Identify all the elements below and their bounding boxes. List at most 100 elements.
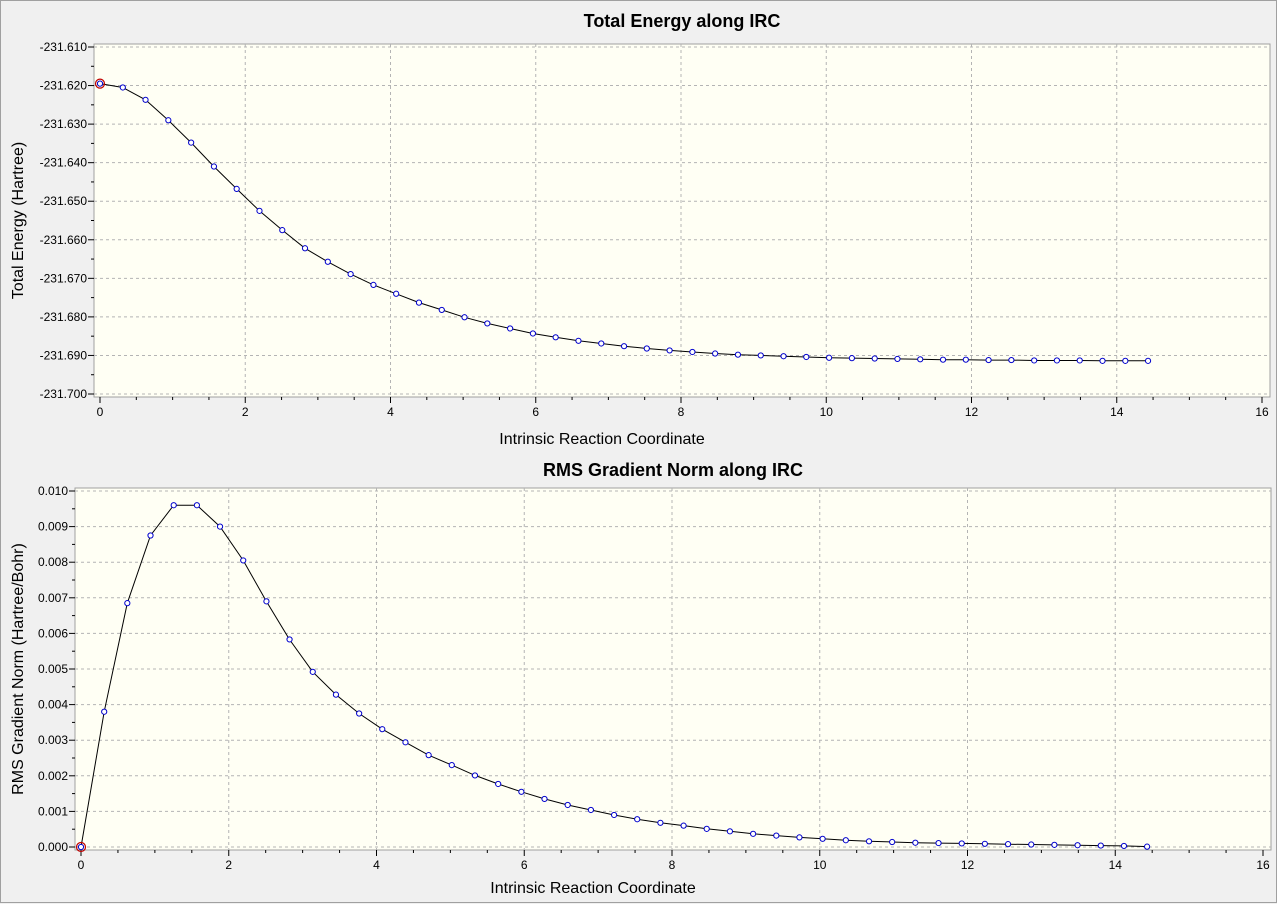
data-point xyxy=(657,819,664,826)
x-tick-label: 8 xyxy=(669,858,676,872)
y-tick-label: 0.009 xyxy=(38,520,68,534)
data-point xyxy=(726,828,734,835)
data-point xyxy=(233,185,240,192)
data-point xyxy=(507,325,514,332)
data-point xyxy=(819,835,826,842)
data-point xyxy=(124,600,131,607)
data-point xyxy=(587,806,594,814)
data-point xyxy=(370,281,377,288)
data-point xyxy=(1097,842,1104,849)
data-point xyxy=(77,843,85,851)
data-point xyxy=(210,163,218,170)
x-tick-label: 4 xyxy=(387,405,394,419)
data-point xyxy=(575,337,582,344)
x-tick-label: 8 xyxy=(678,405,685,419)
y-tick-label: 0.007 xyxy=(38,591,68,605)
data-point xyxy=(101,708,108,715)
data-point xyxy=(529,330,537,337)
data-point xyxy=(484,320,491,327)
data-point xyxy=(142,96,149,103)
x-tick-label: 10 xyxy=(820,405,834,419)
data-point xyxy=(712,350,719,357)
chart-title: RMS Gradient Norm along IRC xyxy=(543,460,803,480)
plot-area xyxy=(93,43,1271,398)
data-point xyxy=(1051,841,1058,848)
data-point xyxy=(448,762,455,769)
x-tick-label: 0 xyxy=(97,405,104,419)
data-point xyxy=(620,343,628,350)
data-point xyxy=(865,838,873,845)
x-tick-label: 10 xyxy=(813,858,827,872)
data-point xyxy=(848,355,855,362)
data-point xyxy=(734,351,742,358)
data-point xyxy=(939,356,947,363)
data-point xyxy=(193,502,201,509)
y-tick-label: 0.004 xyxy=(38,698,68,712)
data-point xyxy=(803,353,810,361)
y-tick-label: -231.630 xyxy=(40,117,88,131)
y-tick-label: 0.005 xyxy=(38,662,68,676)
y-tick-label: -231.610 xyxy=(40,40,88,54)
data-point xyxy=(96,80,104,87)
data-point xyxy=(332,691,340,698)
x-tick-label: 6 xyxy=(532,405,539,419)
data-point xyxy=(552,334,559,341)
rms-gradient-chart: RMS Gradient Norm along IRC 0 2 4 6 8 10 12 14 16… xyxy=(10,460,1272,897)
y-tick-label: 0.006 xyxy=(38,626,68,640)
chart-title: Total Energy along IRC xyxy=(584,11,781,31)
data-point xyxy=(1076,357,1083,364)
current-point-marker xyxy=(75,841,87,853)
data-point xyxy=(1053,357,1061,364)
data-point xyxy=(347,270,354,278)
current-point-marker xyxy=(94,78,106,89)
data-point xyxy=(495,780,502,788)
x-axis-label: Intrinsic Reaction Coordinate xyxy=(499,431,705,448)
data-point xyxy=(958,840,965,847)
data-point xyxy=(393,290,400,297)
data-point xyxy=(1143,843,1151,850)
x-axis-label: Intrinsic Reaction Coordinate xyxy=(490,880,696,897)
x-tick-label: 4 xyxy=(373,858,380,872)
y-axis-label: RMS Gradient Norm (Hartree/Bohr) xyxy=(10,543,27,795)
data-point xyxy=(286,636,293,643)
data-point xyxy=(438,306,445,314)
data-point xyxy=(825,354,833,361)
data-point xyxy=(981,840,988,847)
data-point xyxy=(170,502,177,509)
data-point xyxy=(1031,357,1038,364)
data-point xyxy=(309,668,316,675)
data-point xyxy=(780,353,787,360)
data-point xyxy=(279,227,286,234)
data-point xyxy=(1122,357,1129,364)
data-point xyxy=(842,837,849,844)
data-point xyxy=(757,352,764,359)
y-axis-label: Total Energy (Hartree) xyxy=(10,142,27,299)
data-point xyxy=(1144,357,1152,364)
data-point xyxy=(240,557,247,564)
data-point xyxy=(917,356,924,363)
data-point xyxy=(119,84,126,91)
y-tick-label: -231.650 xyxy=(40,194,88,208)
y-tick-label: 0.010 xyxy=(38,484,68,498)
x-tick-label: 12 xyxy=(961,858,975,872)
data-point xyxy=(402,739,409,746)
data-point xyxy=(1074,842,1081,849)
data-point xyxy=(610,811,618,819)
y-tick-label: -231.670 xyxy=(40,271,88,285)
x-tick-label: 2 xyxy=(242,405,249,419)
x-tick-label: 0 xyxy=(78,858,85,872)
data-point xyxy=(324,258,331,265)
x-tick-label: 16 xyxy=(1255,405,1269,419)
data-point xyxy=(703,825,710,832)
data-point xyxy=(935,839,942,847)
data-point xyxy=(634,816,641,823)
data-point xyxy=(1120,842,1128,850)
data-point xyxy=(985,356,992,364)
data-point xyxy=(1004,841,1012,848)
data-point xyxy=(415,299,423,306)
y-tick-label: -231.700 xyxy=(40,387,88,401)
data-point xyxy=(425,752,432,759)
data-point xyxy=(689,348,696,356)
data-point xyxy=(256,207,263,214)
x-tick-label: 2 xyxy=(225,858,232,872)
